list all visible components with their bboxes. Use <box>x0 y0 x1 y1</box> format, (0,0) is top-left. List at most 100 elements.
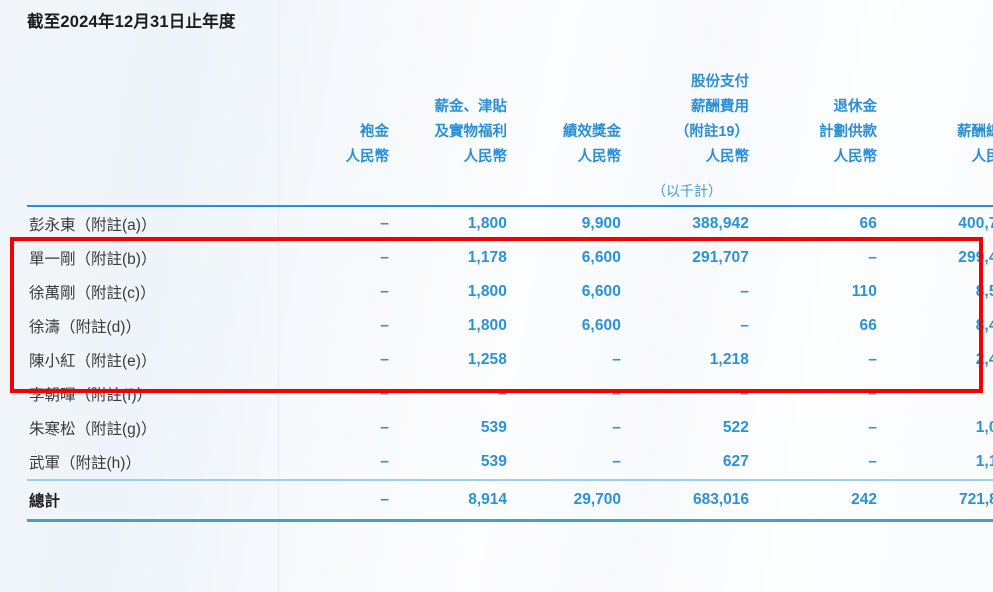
header-col-share-payment-line-0: 股份支付 <box>691 74 749 90</box>
table-bottom-rule-row <box>27 519 993 522</box>
unit-note-thousands: （以千計） <box>652 183 722 199</box>
cell-pension-row-6: – <box>868 419 877 436</box>
table-row[interactable]: 李朝暉（附註(f)） – – – – – – <box>27 377 993 411</box>
header-col-total: 薪酬總額 人民幣 <box>879 70 993 174</box>
rule-line-above-total <box>27 479 993 482</box>
cell-bonus-row-6: – <box>612 419 621 436</box>
total-cell-share-payment: 683,016 <box>692 491 749 509</box>
row-name-shan-yigang: 單一剛（附註(b)） <box>29 251 157 268</box>
table-header: 袍金 人民幣 薪金、津貼 及實物福利 人民幣 績效獎金 人民幣 股份支付 薪酬費… <box>27 70 993 207</box>
cell-bonus-row-5: – <box>612 385 621 402</box>
total-row-label: 總計 <box>29 493 61 511</box>
unit-note-spacer-5 <box>751 174 879 204</box>
total-cell-fee: – <box>380 491 389 509</box>
table-row[interactable]: 徐濤（附註(d)） – 1,800 6,600 – 66 8,466 <box>27 309 993 343</box>
cell-salary-row-3: 1,800 <box>467 317 507 334</box>
cell-pension-row-5: – <box>868 385 877 402</box>
cell-salary-row-1: 1,178 <box>467 249 507 266</box>
cell-fee-row-0: – <box>380 215 389 232</box>
cell-pension-row-3: 66 <box>859 317 877 334</box>
cell-total-row-3: 8,466 <box>975 317 993 334</box>
cell-total-row-0: 400,708 <box>958 215 993 232</box>
table-row[interactable]: 朱寒松（附註(g)） – 539 – 522 – 1,061 <box>27 411 993 445</box>
cell-share-payment-row-2: – <box>740 283 749 300</box>
header-col-fee-line-0: 袍金 <box>360 124 389 140</box>
row-name-chen-xiaohong: 陳小紅（附註(e)） <box>29 353 157 370</box>
total-cell-total: 721,872 <box>958 491 993 509</box>
header-bottom-rule-row <box>27 204 993 207</box>
header-col-pension: 退休金 計劃供款 人民幣 <box>751 70 879 174</box>
header-row-unit-note: （以千計） <box>27 174 993 204</box>
header-col-pension-line-1: 計劃供款 <box>819 124 877 140</box>
total-cell-bonus: 29,700 <box>573 491 621 509</box>
cell-total-row-2: 8,510 <box>975 283 993 300</box>
total-cell-salary: 8,914 <box>468 491 507 509</box>
cell-bonus-row-2: 6,600 <box>581 283 621 300</box>
header-col-bonus-line-0: 績效獎金 <box>563 124 621 140</box>
cell-fee-row-1: – <box>380 249 389 266</box>
page-title: 截至2024年12月31日止年度 <box>27 13 236 31</box>
header-col-total-line-0: 薪酬總額 <box>957 124 993 140</box>
cell-bonus-row-7: – <box>612 453 621 470</box>
unit-note-spacer-2 <box>391 174 509 204</box>
total-top-rule <box>27 479 993 482</box>
header-name-column <box>27 70 287 174</box>
cell-share-payment-row-7: 627 <box>722 453 749 470</box>
header-row-labels: 袍金 人民幣 薪金、津貼 及實物福利 人民幣 績效獎金 人民幣 股份支付 薪酬費… <box>27 70 993 174</box>
row-name-zhu-hansong: 朱寒松（附註(g)） <box>29 421 157 438</box>
cell-fee-row-7: – <box>380 453 389 470</box>
cell-fee-row-4: – <box>380 351 389 368</box>
cell-salary-row-2: 1,800 <box>467 283 507 300</box>
cell-pension-row-7: – <box>868 453 877 470</box>
unit-note-spacer-6 <box>879 174 993 204</box>
cell-share-payment-row-1: 291,707 <box>692 249 749 266</box>
header-col-share-payment-note-ref: （附註19） <box>674 124 749 140</box>
total-top-rule-row <box>27 479 993 482</box>
cell-total-row-7: 1,166 <box>975 453 993 470</box>
header-bottom-rule <box>27 204 993 207</box>
header-col-pension-currency: 人民幣 <box>833 149 878 165</box>
cell-pension-row-1: – <box>868 249 877 266</box>
cell-share-payment-row-5: – <box>740 385 749 402</box>
table-total-row[interactable]: 總計 – 8,914 29,700 683,016 242 721,872 <box>27 481 993 519</box>
cell-pension-row-0: 66 <box>859 215 877 232</box>
cell-share-payment-row-6: 522 <box>722 419 749 436</box>
table-body: 彭永東（附註(a)） – 1,800 9,900 388,942 66 400,… <box>27 207 993 522</box>
cell-salary-row-7: 539 <box>480 453 507 470</box>
header-col-salary-currency: 人民幣 <box>463 149 508 165</box>
cell-bonus-row-0: 9,900 <box>581 215 621 232</box>
table-row[interactable]: 陳小紅（附註(e)） – 1,258 – 1,218 – 2,476 <box>27 343 993 377</box>
cell-fee-row-5: – <box>380 385 389 402</box>
cell-salary-row-4: 1,258 <box>467 351 507 368</box>
header-col-fee: 袍金 人民幣 <box>287 70 391 174</box>
cell-share-payment-row-3: – <box>740 317 749 334</box>
row-name-li-chaohui: 李朝暉（附註(f)） <box>29 387 153 404</box>
header-col-bonus-currency: 人民幣 <box>577 149 622 165</box>
header-col-salary: 薪金、津貼 及實物福利 人民幣 <box>391 70 509 174</box>
rule-line-header <box>27 204 993 207</box>
cell-salary-row-5: – <box>498 385 507 402</box>
cell-total-row-6: 1,061 <box>975 419 993 436</box>
table-row[interactable]: 單一剛（附註(b)） – 1,178 6,600 291,707 – 299,4… <box>27 241 993 275</box>
row-name-xu-tao: 徐濤（附註(d)） <box>29 319 141 336</box>
rule-line-bottom <box>27 519 993 522</box>
table-row[interactable]: 武軍（附註(h)） – 539 – 627 – 1,166 <box>27 445 993 479</box>
table-row[interactable]: 徐萬剛（附註(c)） – 1,800 6,600 – 110 8,510 <box>27 275 993 309</box>
table-bottom-rule <box>27 519 993 522</box>
header-col-salary-line-1: 及實物福利 <box>434 124 508 140</box>
cell-salary-row-0: 1,800 <box>467 215 507 232</box>
cell-bonus-row-1: 6,600 <box>581 249 621 266</box>
cell-fee-row-6: – <box>380 419 389 436</box>
cell-bonus-row-4: – <box>612 351 621 368</box>
unit-note-spacer-0 <box>27 174 287 204</box>
header-col-bonus: 績效獎金 人民幣 <box>509 70 623 174</box>
cell-pension-row-2: 110 <box>851 283 877 300</box>
header-col-share-payment-line-1: 薪酬費用 <box>691 99 749 115</box>
cell-share-payment-row-4: 1,218 <box>709 351 749 368</box>
header-col-share-payment: 股份支付 薪酬費用 （附註19） 人民幣 <box>623 70 751 174</box>
row-name-peng-yongdong: 彭永東（附註(a)） <box>29 217 157 234</box>
row-name-xu-wangang: 徐萬剛（附註(c)） <box>29 285 156 302</box>
table-row[interactable]: 彭永東（附註(a)） – 1,800 9,900 388,942 66 400,… <box>27 207 993 241</box>
header-col-pension-line-0: 退休金 <box>833 99 878 115</box>
